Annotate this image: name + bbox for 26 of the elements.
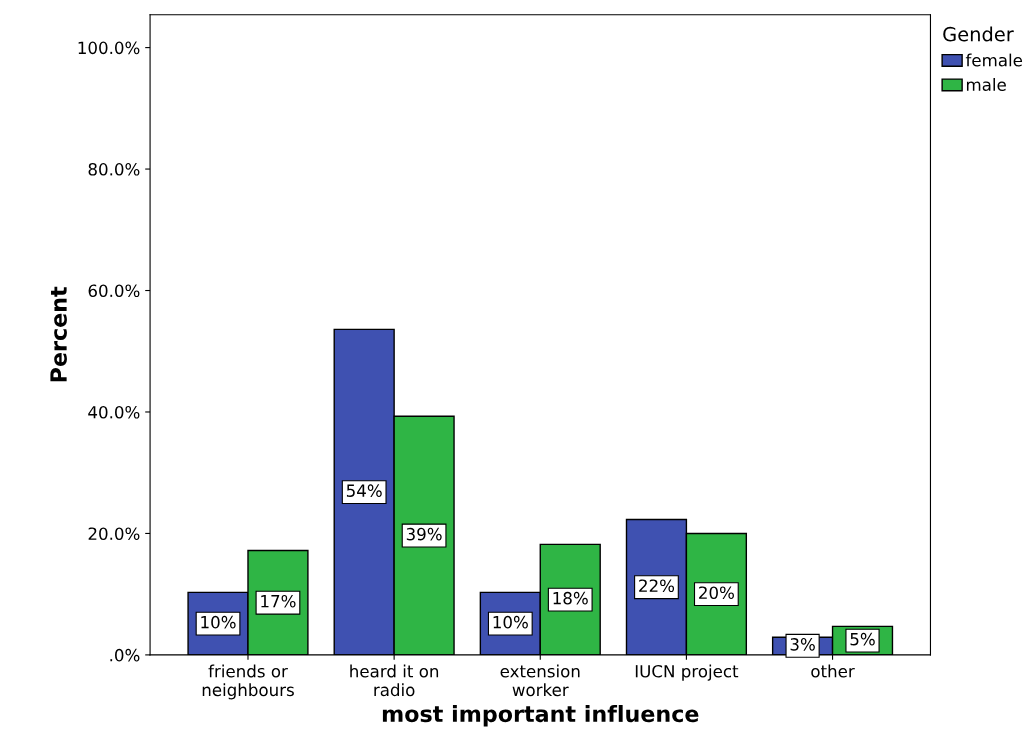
data-label: 20% <box>699 586 734 600</box>
y-tick-label: 60.0% <box>88 284 140 298</box>
y-tick-label: .0% <box>110 648 140 662</box>
y-tick-label: 100.0% <box>78 41 140 55</box>
legend-label: female <box>965 53 1023 67</box>
x-tick-label: extension worker <box>500 664 580 697</box>
data-label: 54% <box>346 484 382 497</box>
data-label: 3% <box>790 638 815 651</box>
x-tick-label: other <box>811 664 855 678</box>
data-label: 17% <box>261 594 296 608</box>
data-label: 5% <box>850 632 875 646</box>
y-tick-label: 40.0% <box>88 405 140 419</box>
data-label: 22% <box>639 579 675 593</box>
data-label: 18% <box>553 591 588 605</box>
x-tick-label: heard it on radio <box>350 664 439 697</box>
data-label: 39% <box>406 527 442 541</box>
x-tick-label: IUCN project <box>635 664 739 681</box>
y-tick-label: 80.0% <box>88 163 140 176</box>
y-axis-title: Percent <box>50 286 67 382</box>
x-tick-label: friends or neighbours <box>202 664 294 700</box>
x-axis-title: most important influence <box>382 704 699 727</box>
data-label: 10% <box>201 615 236 629</box>
data-label: 10% <box>493 615 528 629</box>
legend-label: male <box>966 78 1006 91</box>
y-tick-label: 20.0% <box>88 527 140 541</box>
legend-title: Gender <box>943 26 1014 42</box>
